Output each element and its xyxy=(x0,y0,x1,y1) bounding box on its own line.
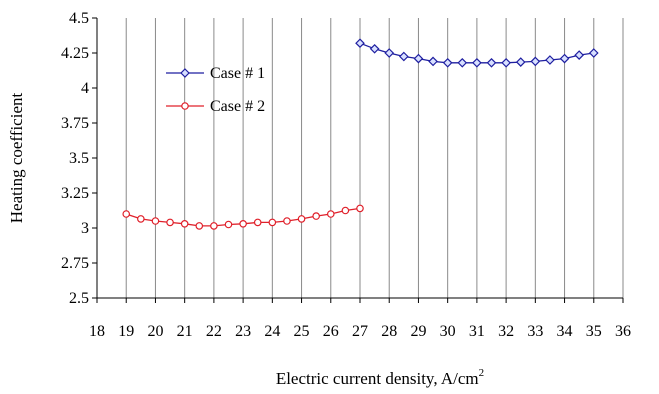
x-tick-label-33: 33 xyxy=(527,323,543,340)
y-tick-label-4: 4 xyxy=(81,80,89,97)
y-tick-label-2.5: 2.5 xyxy=(69,290,89,307)
x-tick-label-20: 20 xyxy=(147,323,163,340)
series-1-point-0 xyxy=(355,38,365,49)
series-2 xyxy=(122,204,364,230)
series-1 xyxy=(355,38,599,68)
series-1-point-6 xyxy=(442,57,453,68)
y-tick-label-3.75: 3.75 xyxy=(61,115,89,132)
series-2-point-3 xyxy=(166,218,174,227)
y-tick-label-2.75: 2.75 xyxy=(61,255,89,272)
series-2-point-5 xyxy=(195,222,204,230)
x-tick-label-21: 21 xyxy=(177,323,193,340)
y-axis-label: Heating coefficient xyxy=(7,93,26,224)
x-axis-label-superscript: 2 xyxy=(479,367,485,379)
series-1-point-2 xyxy=(384,48,395,58)
series-2-point-9 xyxy=(253,218,262,227)
series-2-point-0 xyxy=(122,210,131,218)
legend-marker-case-2 xyxy=(181,102,189,110)
series-2-point-7 xyxy=(224,220,233,229)
legend: Case # 1 Case # 2 xyxy=(166,65,265,115)
series-1-point-4 xyxy=(413,53,424,64)
series-2-point-16 xyxy=(356,204,364,213)
data-series xyxy=(122,38,599,230)
y-tick-label-3: 3 xyxy=(81,220,89,237)
x-tick-label-31: 31 xyxy=(469,323,485,340)
x-tick-label-25: 25 xyxy=(294,323,310,340)
series-1-point-12 xyxy=(530,56,541,67)
x-tick-label-18: 18 xyxy=(89,323,105,340)
series-1-point-10 xyxy=(501,57,511,68)
axes xyxy=(92,17,624,303)
series-1-point-11 xyxy=(515,57,526,67)
series-2-point-2 xyxy=(151,217,160,225)
x-tick-label-24: 24 xyxy=(264,323,280,340)
series-2-point-1 xyxy=(137,215,145,223)
y-tick-labels: 2.5 2.75 3 3.25 3.5 3.75 4 4.25 4.5 xyxy=(61,10,89,307)
series-2-point-11 xyxy=(283,217,291,225)
x-tick-label-30: 30 xyxy=(440,323,456,340)
series-1-point-13 xyxy=(545,55,555,65)
series-1-point-8 xyxy=(472,57,482,68)
x-tick-label-28: 28 xyxy=(381,323,397,340)
legend-marker-case-1 xyxy=(180,68,190,78)
series-2-point-15 xyxy=(341,206,350,215)
legend-label-case-1: Case # 1 xyxy=(210,65,265,82)
series-2-point-8 xyxy=(239,220,247,228)
series-2-point-4 xyxy=(180,220,189,228)
y-tick-label-4.25: 4.25 xyxy=(61,45,89,62)
x-axis-label: Electric current density, A/cm2 xyxy=(276,367,484,388)
legend-label-case-2: Case # 2 xyxy=(210,98,265,115)
series-2-point-6 xyxy=(210,222,218,230)
series-2-point-10 xyxy=(268,218,277,227)
series-1-point-9 xyxy=(486,57,497,68)
series-1-point-7 xyxy=(457,57,468,68)
series-2-point-13 xyxy=(312,212,320,220)
y-tick-label-3.5: 3.5 xyxy=(69,150,89,167)
x-tick-label-22: 22 xyxy=(206,323,222,340)
series-1-point-14 xyxy=(559,53,570,64)
x-tick-label-35: 35 xyxy=(586,323,602,340)
series-1-point-16 xyxy=(588,48,599,58)
series-2-point-14 xyxy=(326,210,335,218)
x-tick-label-34: 34 xyxy=(557,323,573,340)
x-tick-label-19: 19 xyxy=(118,323,134,340)
x-tick-label-27: 27 xyxy=(352,323,368,340)
series-2-point-12 xyxy=(297,215,306,223)
series-1-point-5 xyxy=(428,56,438,67)
series-1-point-15 xyxy=(574,50,585,60)
x-tick-label-36: 36 xyxy=(615,323,631,340)
y-tick-label-3.25: 3.25 xyxy=(61,185,89,202)
series-1-point-3 xyxy=(398,51,409,62)
x-tick-label-26: 26 xyxy=(323,323,339,340)
x-axis-label-text: Electric current density, A/cm xyxy=(276,369,479,388)
x-tick-label-32: 32 xyxy=(498,323,514,340)
x-tick-labels: 18 19 20 21 22 23 24 25 26 27 28 29 30 31 32 33 34 35 36 xyxy=(89,323,631,340)
series-1-point-1 xyxy=(369,43,380,54)
y-tick-label-4.5: 4.5 xyxy=(69,10,89,27)
x-tick-label-23: 23 xyxy=(235,323,251,340)
x-tick-label-29: 29 xyxy=(410,323,426,340)
